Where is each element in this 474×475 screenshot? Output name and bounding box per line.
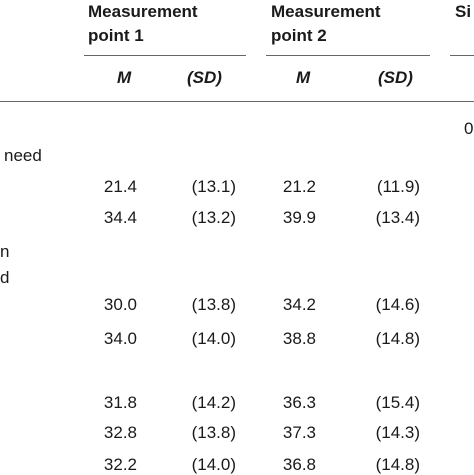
mp1-sd-header: (SD) — [187, 68, 222, 87]
mp1-mean-cell: 32.8 — [103, 423, 137, 442]
next-column-rule — [450, 55, 474, 56]
mp2-sd-header: (SD) — [378, 68, 413, 87]
mp2-mean-cell: 36.8 — [282, 455, 316, 474]
mp1-sd-cell: (14.0) — [191, 329, 236, 348]
measurement-point-2-rule — [266, 55, 430, 56]
mp1-sd-cell: (14.0) — [191, 455, 236, 474]
mp1-sd-cell: (13.8) — [191, 423, 236, 442]
header-bottom-rule — [0, 101, 474, 102]
next-column-header-fragment: Si — [455, 2, 472, 21]
mp2-mean-cell: 36.3 — [282, 393, 316, 412]
row-label-n-fragment: n — [0, 242, 10, 261]
mp1-sd-cell: (13.1) — [191, 177, 236, 196]
mp2-mean-cell: 34.2 — [282, 295, 316, 314]
mp2-sd-cell: (11.9) — [376, 177, 420, 196]
measurement-point-1-rule — [84, 55, 246, 56]
mp1-mean-cell: 31.8 — [103, 393, 137, 412]
mp1-mean-cell: 32.2 — [103, 455, 137, 474]
mp2-mean-cell: 37.3 — [282, 423, 316, 442]
mp1-sd-cell: (13.2) — [191, 208, 236, 227]
mp2-mean-cell: 39.9 — [282, 208, 316, 227]
mp1-sd-cell: (13.8) — [191, 295, 236, 314]
mp2-sd-cell: (14.8) — [375, 455, 420, 474]
right-column-fragment: 0 — [464, 119, 474, 138]
mp2-mean-cell: 21.2 — [282, 177, 316, 196]
mp2-mean-cell: 38.8 — [282, 329, 316, 348]
mp2-sd-cell: (13.4) — [375, 208, 420, 227]
row-label-d-fragment: d — [0, 268, 10, 287]
mp2-sd-cell: (15.4) — [375, 393, 420, 412]
measurement-point-1-header-line2: point 1 — [88, 26, 144, 45]
mp2-mean-header: M — [296, 68, 311, 87]
mp1-mean-header: M — [117, 68, 132, 87]
mp1-mean-cell: 21.4 — [103, 177, 137, 196]
mp2-sd-cell: (14.3) — [375, 423, 420, 442]
mp1-mean-cell: 34.0 — [103, 329, 137, 348]
mp1-mean-cell: 30.0 — [103, 295, 137, 314]
row-label-need: need — [4, 146, 42, 165]
measurement-point-1-header: Measurement point 1 — [88, 0, 198, 48]
measurement-point-2-header: Measurement point 2 — [271, 0, 381, 48]
mp2-sd-cell: (14.8) — [375, 329, 420, 348]
measurement-point-1-header-line1: Measurement — [88, 2, 198, 21]
mp2-sd-cell: (14.6) — [375, 295, 420, 314]
measurement-point-2-header-line2: point 2 — [271, 26, 327, 45]
mp1-mean-cell: 34.4 — [103, 208, 137, 227]
measurement-point-2-header-line1: Measurement — [271, 2, 381, 21]
mp1-sd-cell: (14.2) — [191, 393, 236, 412]
